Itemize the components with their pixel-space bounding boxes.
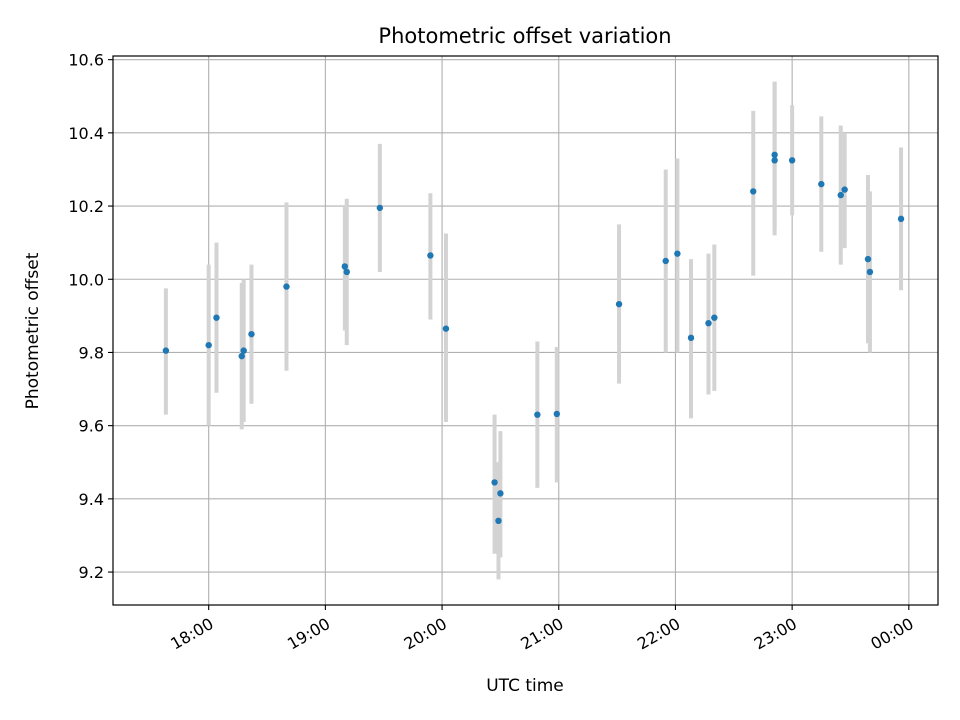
grid [113,56,938,605]
x-tick-label: 22:00 [634,614,683,654]
data-point [771,151,778,159]
error-bars [163,81,904,580]
data-point [427,252,434,259]
y-tick-label: 10.2 [68,197,104,216]
data-point [553,410,561,418]
x-axis-label: UTC time [486,676,564,696]
y-tick-label: 9.6 [79,417,104,436]
data-point [897,215,905,223]
y-tick-label: 10.4 [68,124,104,143]
data-point [162,347,170,354]
data-point [788,157,796,164]
data-point [674,250,681,257]
x-tick-label: 23:00 [751,614,800,654]
y-axis-label: Photometric offset [23,252,43,409]
x-axis-ticks: 18:00 19:00 20:00 21:00 22:00 23:00 00:00 [167,605,917,654]
data-point [837,191,844,199]
data-point [864,255,872,263]
data-point [711,314,718,321]
data-point [818,180,825,188]
plot-area-frame [112,55,939,606]
data-point [615,300,623,308]
data-point [376,204,384,212]
data-point [205,341,212,349]
data-point [213,314,220,321]
y-axis-ticks: 9.2 9.4 9.6 9.8 10.0 10.2 10.4 10.6 [68,51,113,582]
data-point [534,411,541,418]
data-point [238,352,245,360]
data-point [495,517,502,525]
data-point [771,157,778,164]
data-point [442,325,450,332]
data-point [687,334,695,342]
data-points [162,151,905,525]
data-point [662,257,669,265]
data-point [248,330,255,338]
y-tick-label: 9.8 [79,343,104,362]
data-point [497,490,504,497]
data-point [283,283,290,290]
data-point [750,188,757,195]
y-tick-label: 10.6 [68,51,104,70]
data-point [341,263,349,270]
y-tick-label: 9.2 [79,563,104,582]
x-tick-label: 19:00 [284,614,333,654]
data-point [343,268,350,276]
data-point [240,347,247,354]
data-point [491,479,498,486]
data-point [841,186,848,193]
y-tick-label: 10.0 [68,270,104,289]
data-point [705,319,712,327]
x-tick-label: 20:00 [401,614,450,654]
data-point [866,268,874,276]
chart-title: Photometric offset variation [378,24,671,48]
x-tick-label: 18:00 [167,614,216,654]
x-tick-label: 21:00 [517,614,566,654]
x-tick-label: 00:00 [867,614,916,654]
y-tick-label: 9.4 [79,490,104,509]
